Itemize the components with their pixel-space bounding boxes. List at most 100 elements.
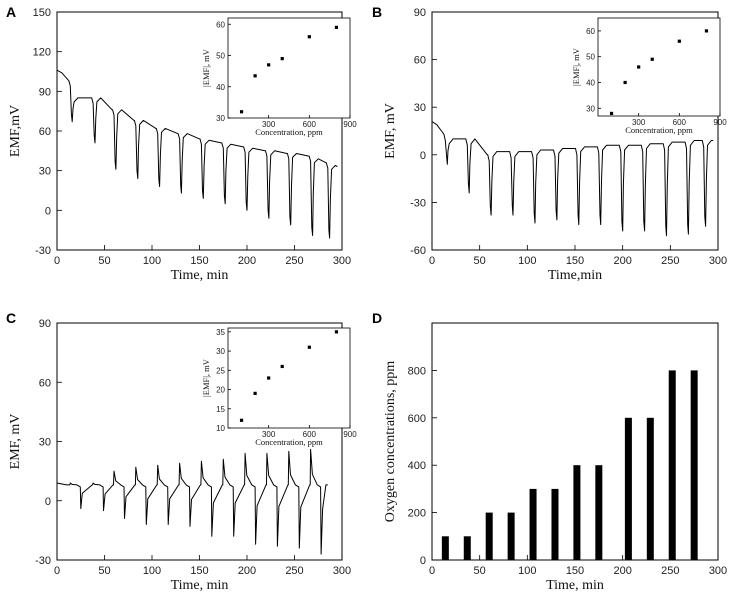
x-tick-label: 50 [98,255,110,267]
y-tick-label: 0 [420,555,426,567]
x-tick-label: 200 [238,565,256,577]
x-tick-label: 200 [613,565,631,577]
x-tick-label: 0 [54,565,60,577]
panel-label: B [372,4,382,20]
y-tick-label: 0 [45,205,51,217]
inset-data-point [677,39,681,43]
y-tick-label: -30 [35,555,51,567]
inset-y-tick-label: 15 [216,405,225,414]
inset-background [228,18,350,118]
bar [441,536,449,560]
inset-y-tick-label: 25 [216,366,225,375]
inset-plot-frame [227,17,351,119]
y-tick-label: -60 [410,245,426,257]
inset-x-tick-label: 900 [343,120,357,129]
y-tick-label: 30 [39,166,51,178]
y-axis-label: EMF, mV [383,103,398,159]
inset-y-tick-label: 60 [586,27,595,36]
inset-x-tick-label: 900 [343,430,357,439]
emf-trace-line [431,121,714,237]
inset-x-tick-label: 300 [632,118,646,127]
x-tick-label: 200 [613,255,631,267]
x-tick-label: 250 [285,255,303,267]
x-tick-label: 300 [333,565,351,577]
x-axis-label: Time, min [546,578,604,593]
y-tick-label: 90 [414,7,426,19]
inset-data-point [334,330,339,334]
emf-trace-line [56,69,338,239]
inset-x-axis-label: Concentration, ppm [255,437,323,447]
inset-data-point [609,111,614,116]
bar [485,512,493,560]
x-tick-label: 100 [518,255,536,267]
inset-data-point [623,80,627,85]
inset-y-tick-label: 30 [216,347,225,356]
inset-y-tick-label: 30 [216,114,225,123]
bar [624,417,632,560]
inset-x-tick-label: 600 [303,120,317,129]
y-tick-label: 90 [39,86,51,98]
inset-plot-frame [227,327,351,429]
inset-y-tick-label: 40 [586,78,595,87]
inset-y-tick-label: 50 [216,52,225,61]
y-tick-label: 600 [408,413,426,425]
inset-x-tick-label: 600 [673,118,687,127]
inset-data-point [637,65,641,69]
inset-data-point [280,364,284,369]
x-tick-label: 250 [661,255,679,267]
inset-x-tick-label: 300 [262,120,276,129]
y-tick-label: 120 [33,47,51,59]
x-tick-label: 0 [54,255,60,267]
inset-x-tick-label: 300 [262,430,276,439]
bar [529,488,537,560]
bar [551,488,559,560]
x-tick-label: 150 [566,255,584,267]
y-tick-label: 0 [45,496,51,508]
inset-x-tick-label: 900 [713,118,727,127]
panel-b: B 0 50 100 150 200 250 300 -60 -30 0 30 60 90 Time,min… [372,4,727,283]
y-tick-label: 200 [408,508,426,520]
panel-a: A0 50 100 150 200 250 300-300306090120150Time,… [6,4,357,283]
x-axis-label: Time, min [171,578,229,593]
x-tick-label: 300 [709,255,727,267]
y-tick-label: 30 [39,437,51,449]
panel-d: D 0 50 100 150 200 250 300 0 200 400 600 800 Time, mi… [372,310,727,593]
inset-x-tick-label: 600 [303,430,317,439]
x-tick-label: 50 [474,255,486,267]
x-tick-label: 200 [238,255,256,267]
y-tick-label: 60 [39,126,51,138]
x-tick-label: 50 [98,565,110,577]
y-tick-label: -30 [35,245,51,257]
y-tick-label: 800 [408,365,426,377]
inset-data-point [267,376,271,380]
inset-y-tick-label: 20 [216,386,225,395]
bar [573,465,581,560]
inset-data-point [267,63,271,67]
panel-label: D [372,310,382,326]
inset-data-point [239,418,244,422]
inset-data-point [253,74,257,78]
y-axis-label: Oxygen concentrations, ppm [383,361,398,522]
x-tick-label: 50 [474,565,486,577]
x-tick-label: 150 [190,255,208,267]
x-tick-label: 250 [661,565,679,577]
panel-label: A [6,4,16,20]
y-tick-label: 400 [408,460,426,472]
inset-y-tick-label: 10 [216,424,225,433]
inset-data-point [704,29,709,33]
y-axis-label: EMF,mV [8,105,23,157]
inset-data-point [307,345,311,349]
y-tick-label: 0 [420,150,426,162]
inset-y-tick-label: 30 [586,104,595,113]
inset-data-point [253,391,257,395]
y-tick-label: 90 [39,318,51,330]
x-tick-label: 250 [285,565,303,577]
inset-background [598,18,720,116]
x-tick-label: 100 [143,565,161,577]
inset-y-axis-label: |EMF|, mV [571,47,581,86]
x-tick-label: 100 [143,255,161,267]
bar [646,417,654,560]
inset-background [228,328,350,428]
